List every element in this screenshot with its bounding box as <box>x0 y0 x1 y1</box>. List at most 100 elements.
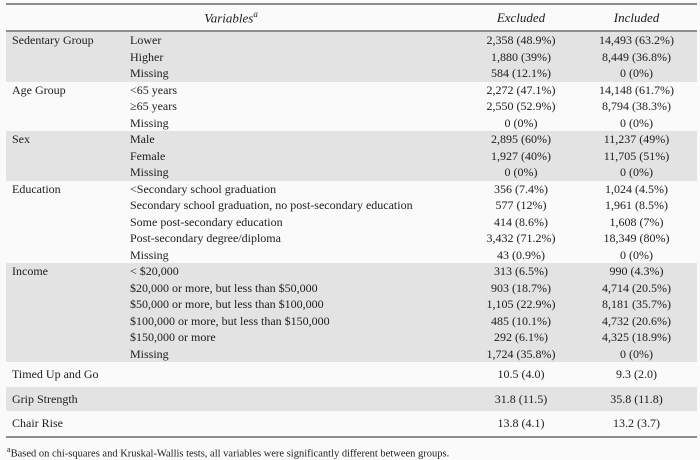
group-name-cell: Education <box>12 181 61 196</box>
level-cell: Missing <box>126 345 456 362</box>
level-cell: <65 years <box>130 82 178 97</box>
table-row: Female 1,927 (40%) 11,705 (51%) <box>6 147 697 164</box>
level-cell: <Secondary school graduation <box>130 181 277 196</box>
excluded-value-cell: 903 (18.7%) <box>456 279 586 296</box>
level-cell: Missing <box>130 115 169 130</box>
table-row: Sedentary Group Lower 2,358 (48.9%) 14,493 … <box>6 31 697 49</box>
included-value-cell: 1,024 (4.5%) <box>605 181 668 196</box>
included-value-cell: 14,148 (61.7%) <box>599 82 674 97</box>
included-value-cell: 0 (0%) <box>586 65 697 82</box>
level-cell: Missing <box>126 65 456 82</box>
excluded-value-cell: 1,927 (40%) <box>456 147 586 164</box>
excluded-value-cell: 2,272 (47.1%) <box>486 82 556 97</box>
excluded-value-cell: 2,550 (52.9%) <box>486 99 556 113</box>
included-value-cell: 990 (4.3%) <box>586 263 697 280</box>
table-row: $50,000 or more, but less than $100,000 1… <box>6 296 697 313</box>
level-cell: Some post-secondary education <box>130 214 283 229</box>
group-name-cell <box>6 329 126 346</box>
col-header-included: Included <box>586 4 697 32</box>
included-value-cell: 4,732 (20.6%) <box>586 312 697 329</box>
table-row: ≥65 years 2,550 (52.9%) 8,794 (38.3%) <box>6 98 697 115</box>
excluded-value-cell: 292 (6.1%) <box>456 329 586 346</box>
group-name-cell <box>6 230 126 247</box>
table-row: Post-secondary degree/diploma 3,432 (71.2… <box>6 230 697 247</box>
included-value-cell: 9.3 (2.0) <box>616 367 657 381</box>
table-row: Higher 1,880 (39%) 8,449 (36.8%) <box>6 48 697 65</box>
included-value-cell: 1,608 (7%) <box>609 214 664 229</box>
excluded-value-cell: 577 (12%) <box>495 198 547 212</box>
level-cell: Higher <box>126 48 456 65</box>
level-cell: < $20,000 <box>126 263 456 280</box>
group-name-cell <box>6 65 126 82</box>
group-name-cell: Income <box>6 263 126 280</box>
level-cell <box>126 386 456 411</box>
variables-superscript: a <box>253 8 258 19</box>
excluded-value-cell: 3,432 (71.2%) <box>486 231 556 245</box>
table-row: $150,000 or more 292 (6.1%) 4,325 (18.9%) <box>6 329 697 346</box>
included-value-cell: 13.2 (3.7) <box>613 416 660 430</box>
group-name-cell <box>6 345 126 362</box>
included-value-cell: 0 (0%) <box>586 345 697 362</box>
level-cell: Secondary school graduation, no post-sec… <box>130 198 413 212</box>
table-row: $20,000 or more, but less than $50,000 90… <box>6 279 697 296</box>
level-cell: Male <box>126 131 456 148</box>
group-name-cell <box>6 48 126 65</box>
included-value-cell: 11,237 (49%) <box>586 131 697 148</box>
excluded-value-cell: 43 (0.9%) <box>497 247 545 262</box>
col-header-variables: Variablesa <box>6 4 456 32</box>
group-name-cell <box>6 147 126 164</box>
group-name-cell <box>6 115 126 132</box>
table-footnote: aBased on chi-squares and Kruskal-Wallis… <box>6 443 697 460</box>
table-header: Variablesa Excluded Included <box>6 4 697 32</box>
table-row: Missing 43 (0.9%) 0 (0%) <box>6 247 697 264</box>
excluded-value-cell: 1,105 (22.9%) <box>456 296 586 313</box>
baseline-characteristics-table: Variablesa Excluded Included Sedentary G… <box>6 3 697 438</box>
table-row: Sex Male 2,895 (60%) 11,237 (49%) <box>6 131 697 148</box>
included-value-cell: 0 (0%) <box>620 247 653 262</box>
excluded-value-cell: 414 (8.6%) <box>494 214 548 229</box>
included-value-cell: 8,449 (36.8%) <box>586 48 697 65</box>
group-name-cell <box>6 98 126 115</box>
level-cell: $150,000 or more <box>126 329 456 346</box>
excluded-value-cell: 13.8 (4.1) <box>497 416 545 430</box>
group-name-cell: Grip Strength <box>6 386 126 411</box>
level-cell: Lower <box>126 31 456 49</box>
table-body: Sedentary Group Lower 2,358 (48.9%) 14,493 … <box>6 31 697 437</box>
excluded-value-cell: 0 (0%) <box>504 115 538 130</box>
level-cell: Missing <box>130 247 169 262</box>
included-value-cell: 1,961 (8.5%) <box>605 198 668 212</box>
excluded-value-cell: 1,724 (35.8%) <box>456 345 586 362</box>
group-name-cell <box>6 279 126 296</box>
level-cell: $20,000 or more, but less than $50,000 <box>126 279 456 296</box>
group-name-cell: Timed Up and Go <box>12 367 99 381</box>
excluded-value-cell: 1,880 (39%) <box>456 48 586 65</box>
table-row: Some post-secondary education 414 (8.6%) 1… <box>6 214 697 231</box>
level-cell: ≥65 years <box>130 99 177 113</box>
excluded-value-cell: 584 (12.1%) <box>456 65 586 82</box>
col-header-excluded: Excluded <box>456 4 586 32</box>
level-cell: $50,000 or more, but less than $100,000 <box>126 296 456 313</box>
included-value-cell: 8,794 (38.3%) <box>602 99 671 113</box>
included-value-cell: 4,714 (20.5%) <box>586 279 697 296</box>
excluded-value-cell: 2,895 (60%) <box>456 131 586 148</box>
included-value-cell: 4,325 (18.9%) <box>586 329 697 346</box>
table-row: Income < $20,000 313 (6.5%) 990 (4.3%) <box>6 263 697 280</box>
group-name-cell <box>6 312 126 329</box>
group-name-cell: Sex <box>6 131 126 148</box>
level-cell <box>126 411 456 437</box>
group-name-cell <box>6 296 126 313</box>
group-name-cell <box>6 247 126 264</box>
header-row: Variablesa Excluded Included <box>6 4 697 32</box>
group-name-cell <box>6 214 126 231</box>
included-value-cell: 14,493 (63.2%) <box>586 31 697 49</box>
excluded-value-cell: 313 (6.5%) <box>456 263 586 280</box>
table-row: Education <Secondary school graduation 356… <box>6 181 697 198</box>
table-row: Chair Rise 13.8 (4.1) 13.2 (3.7) <box>6 411 697 437</box>
table-row: Missing 0 (0%) 0 (0%) <box>6 115 697 132</box>
group-name-cell <box>6 164 126 181</box>
included-value-cell: 8,181 (35.7%) <box>586 296 697 313</box>
table-row: Secondary school graduation, no post-sec… <box>6 197 697 214</box>
table-row: Missing 0 (0%) 0 (0%) <box>6 164 697 181</box>
group-name-cell: Age Group <box>12 82 66 97</box>
excluded-value-cell: 0 (0%) <box>456 164 586 181</box>
